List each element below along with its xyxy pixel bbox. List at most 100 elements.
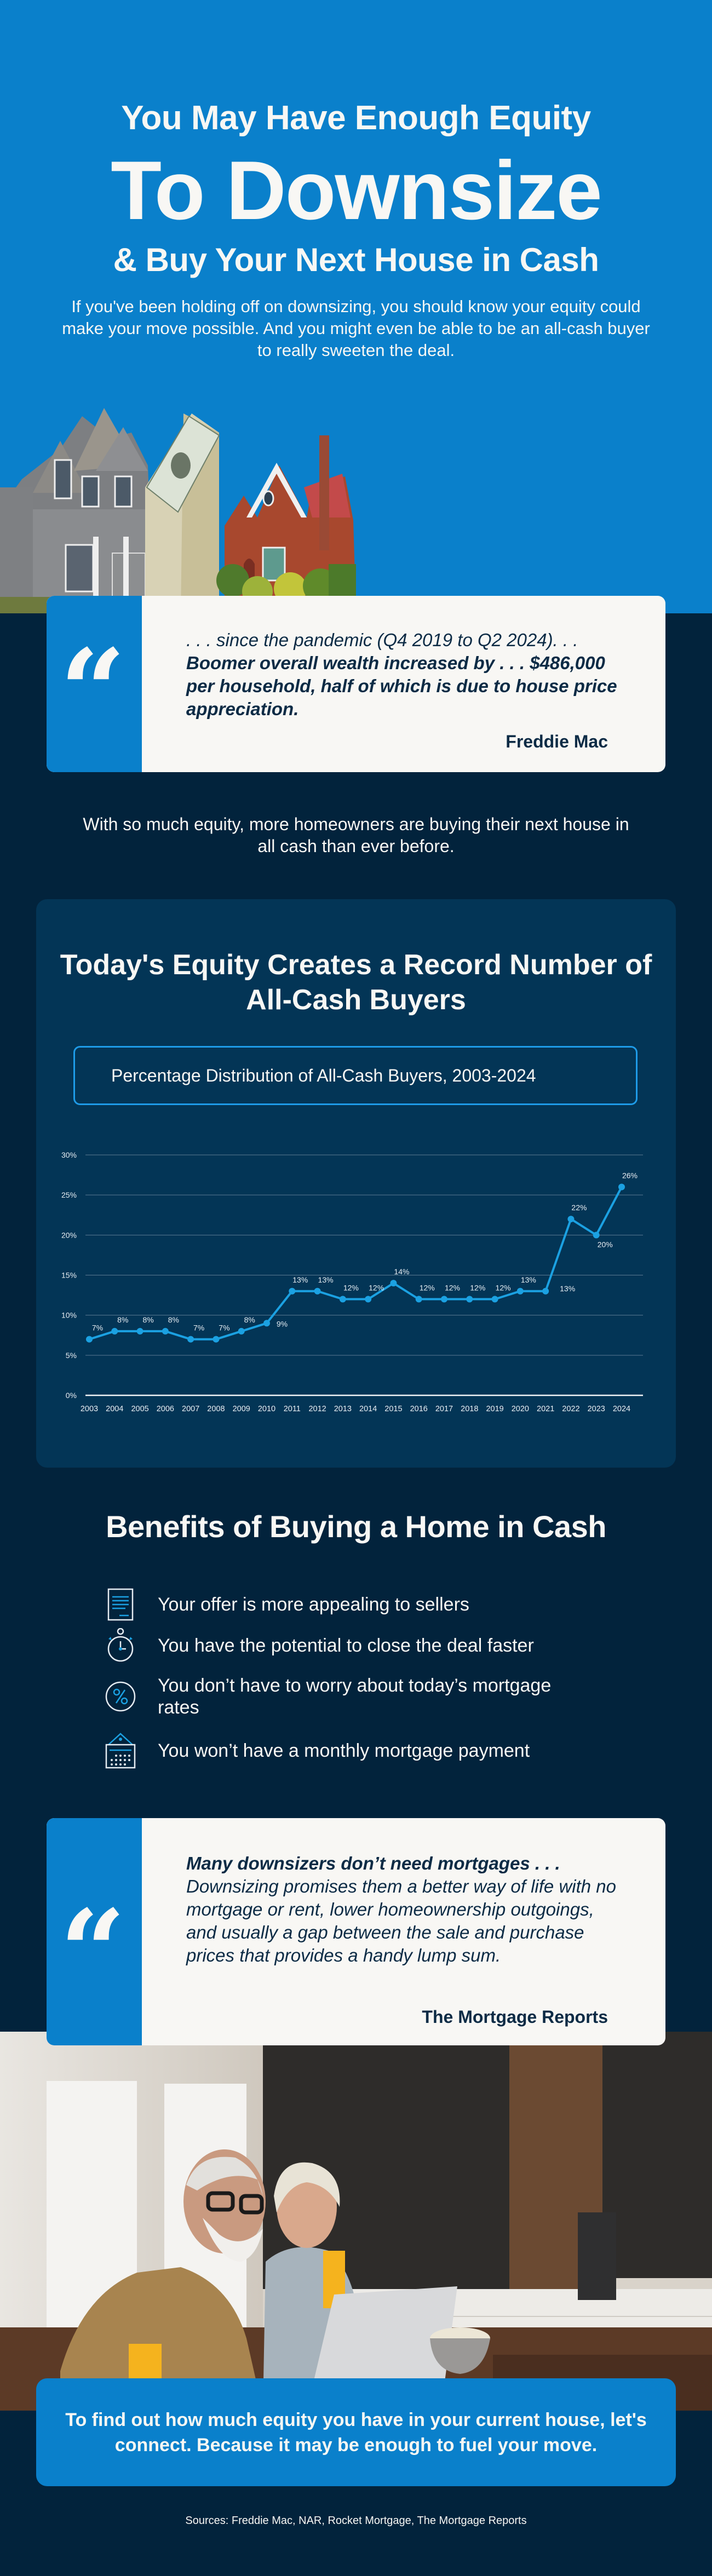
hero-title-line-3: & Buy Your Next House in Cash bbox=[113, 242, 599, 278]
data-label: 8% bbox=[117, 1315, 128, 1324]
benefits-title: Benefits of Buying a Home in Cash bbox=[106, 1509, 606, 1544]
cta-text: To find out how much equity you have in … bbox=[65, 2409, 647, 2456]
data-point bbox=[314, 1287, 321, 1295]
x-tick-label: 2007 bbox=[182, 1405, 199, 1413]
hero-subtitle: If you've been holding off on downsizing… bbox=[62, 297, 650, 360]
data-label: 13% bbox=[521, 1275, 536, 1284]
chart-subtitle-box: Percentage Distribution of All-Cash Buye… bbox=[73, 1046, 638, 1105]
data-label: 12% bbox=[445, 1283, 460, 1292]
y-tick-label: 30% bbox=[61, 1151, 77, 1159]
line-chart: 0% 5% 10% 15% 20% 25% 30% 2003 2004 2005 2006 2007 2… bbox=[61, 1151, 643, 1413]
data-label: 12% bbox=[343, 1283, 359, 1292]
data-point bbox=[213, 1336, 220, 1343]
data-label: 13% bbox=[560, 1284, 575, 1293]
x-tick-label: 2011 bbox=[284, 1405, 301, 1413]
quote-text: . . . since the pandemic (Q4 2019 to Q2 … bbox=[186, 629, 627, 721]
data-label: 8% bbox=[142, 1315, 153, 1324]
quote-accent-bar bbox=[47, 1818, 142, 2045]
quote-body: Downsizing promises them a better way of… bbox=[186, 1876, 617, 1965]
x-tick-label: 2005 bbox=[131, 1405, 148, 1413]
x-tick-label: 2008 bbox=[207, 1405, 225, 1413]
quote-mark-icon: “ bbox=[60, 624, 126, 759]
benefit-item: Your offer is more appealing to sellers bbox=[104, 1588, 469, 1621]
benefit-text: You don’t have to worry about today’s mo… bbox=[158, 1675, 552, 1718]
quote-text: Many downsizers don’t need mortgages . .… bbox=[186, 1852, 627, 1967]
quote-accent-bar bbox=[47, 596, 142, 772]
houses-money-image bbox=[0, 408, 356, 613]
chart-panel bbox=[36, 899, 676, 1468]
data-point bbox=[542, 1287, 549, 1295]
percent-icon bbox=[104, 1680, 137, 1713]
y-tick-label: 10% bbox=[61, 1311, 77, 1320]
data-point bbox=[187, 1336, 194, 1343]
data-point bbox=[86, 1336, 93, 1343]
x-tick-label: 2016 bbox=[410, 1405, 428, 1413]
data-point bbox=[238, 1327, 245, 1335]
x-tick-label: 2015 bbox=[384, 1405, 402, 1413]
data-label: 12% bbox=[470, 1283, 485, 1292]
chart-subtitle: Percentage Distribution of All-Cash Buye… bbox=[111, 1065, 536, 1085]
data-point bbox=[466, 1296, 473, 1303]
data-label: 12% bbox=[420, 1283, 435, 1292]
data-point bbox=[516, 1287, 524, 1295]
data-point bbox=[593, 1232, 600, 1239]
couple-kitchen-photo bbox=[0, 2032, 712, 2411]
data-point bbox=[365, 1296, 372, 1303]
data-label: 7% bbox=[92, 1324, 103, 1332]
benefit-text: Your offer is more appealing to sellers bbox=[158, 1594, 469, 1615]
x-tick-label: 2009 bbox=[233, 1405, 250, 1413]
x-tick-label: 2023 bbox=[588, 1405, 605, 1413]
data-label: 22% bbox=[571, 1203, 587, 1212]
chart-section-title: Today's Equity Creates a Record Number o… bbox=[60, 949, 652, 1016]
quote-bold: Many downsizers don’t need mortgages . .… bbox=[186, 1853, 560, 1873]
data-point bbox=[111, 1327, 118, 1335]
y-tick-label: 20% bbox=[61, 1231, 77, 1239]
y-tick-label: 5% bbox=[66, 1351, 77, 1360]
quote-intro: . . . since the pandemic (Q4 2019 to Q2 … bbox=[186, 630, 578, 650]
x-tick-label: 2010 bbox=[258, 1405, 275, 1413]
data-label: 20% bbox=[598, 1240, 613, 1249]
x-tick-label: 2014 bbox=[359, 1405, 377, 1413]
data-point bbox=[289, 1287, 296, 1295]
benefit-item: You have the potential to close the deal… bbox=[104, 1628, 534, 1662]
data-point bbox=[491, 1296, 498, 1303]
x-tick-label: 2021 bbox=[537, 1405, 554, 1413]
data-label: 13% bbox=[318, 1275, 334, 1284]
quote-source: The Mortgage Reports bbox=[422, 2007, 608, 2027]
y-tick-label: 15% bbox=[61, 1271, 77, 1280]
data-point bbox=[339, 1296, 346, 1303]
x-tick-label: 2018 bbox=[461, 1405, 478, 1413]
data-label: 12% bbox=[369, 1283, 384, 1292]
data-label: 12% bbox=[496, 1283, 511, 1292]
data-label: 7% bbox=[219, 1324, 229, 1332]
data-label: 8% bbox=[244, 1315, 255, 1324]
x-tick-label: 2020 bbox=[512, 1405, 529, 1413]
data-label: 14% bbox=[394, 1267, 409, 1276]
data-point bbox=[415, 1296, 422, 1303]
x-tick-label: 2019 bbox=[486, 1405, 503, 1413]
benefit-item: You don’t have to worry about today’s mo… bbox=[104, 1675, 585, 1718]
quote-mark-icon: “ bbox=[60, 1884, 126, 2020]
data-line bbox=[89, 1186, 623, 1341]
data-point bbox=[390, 1280, 397, 1287]
benefit-text: You won’t have a monthly mortgage paymen… bbox=[158, 1740, 530, 1761]
benefit-item: You won’t have a monthly mortgage paymen… bbox=[104, 1733, 530, 1769]
data-point bbox=[567, 1216, 575, 1223]
cta-box: To find out how much equity you have in … bbox=[36, 2378, 676, 2486]
data-label: 26% bbox=[622, 1171, 638, 1180]
intro-text: With so much equity, more homeowners are… bbox=[83, 814, 629, 856]
data-point bbox=[441, 1296, 447, 1303]
x-tick-label: 2022 bbox=[562, 1405, 579, 1413]
data-point bbox=[136, 1327, 143, 1335]
quote-card-mortgage-reports: “ Many downsizers don’t need mortgages .… bbox=[47, 1818, 665, 2045]
x-tick-label: 2013 bbox=[334, 1405, 352, 1413]
hero-title-line-2: To Downsize bbox=[111, 144, 602, 237]
quote-bold: Boomer overall wealth increased by . . .… bbox=[186, 653, 617, 719]
data-label: 7% bbox=[193, 1324, 204, 1332]
calendar-icon bbox=[104, 1733, 137, 1769]
data-point bbox=[618, 1183, 625, 1191]
x-tick-label: 2006 bbox=[157, 1405, 174, 1413]
x-tick-label: 2004 bbox=[106, 1405, 123, 1413]
x-tick-label: 2024 bbox=[613, 1405, 630, 1413]
y-tick-label: 0% bbox=[66, 1391, 77, 1400]
